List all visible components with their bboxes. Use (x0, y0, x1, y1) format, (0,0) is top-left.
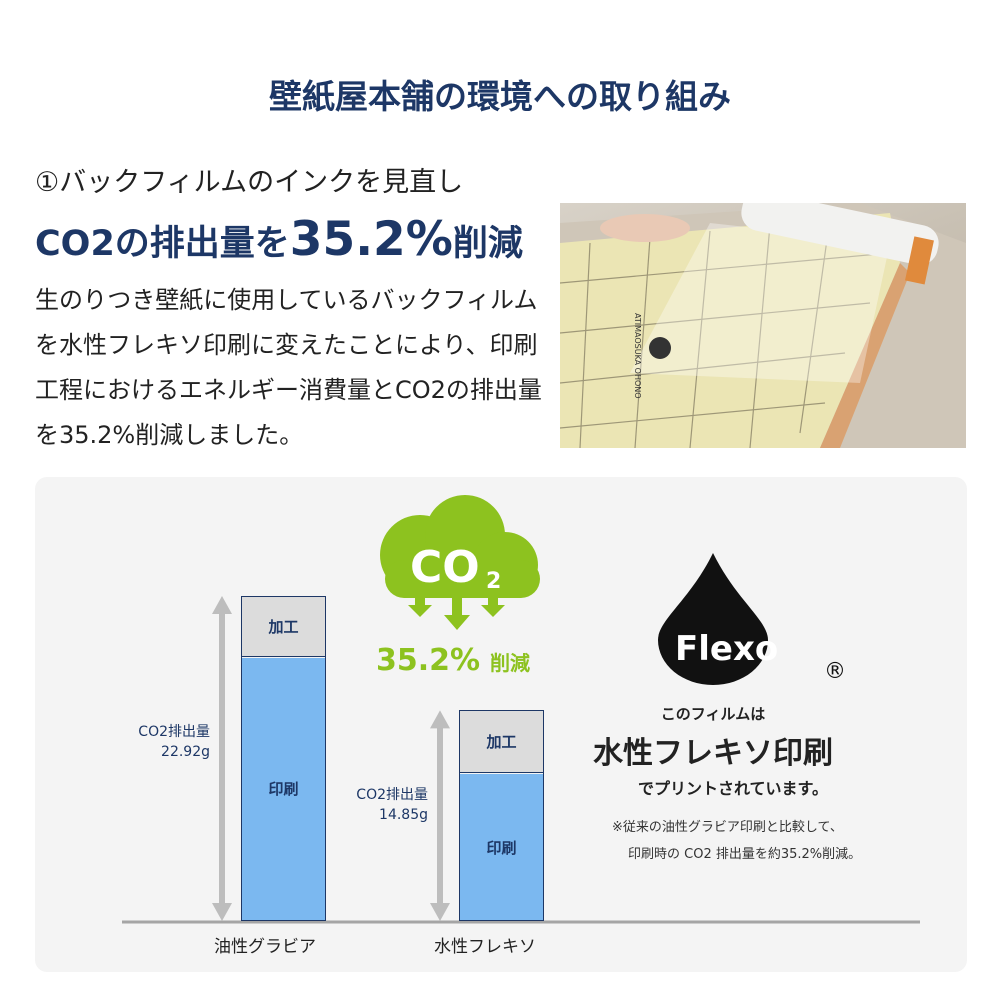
segment-insatsu: 印刷 (242, 657, 325, 920)
segment-kako: 加工 (242, 596, 325, 657)
height-arrow-1 (430, 710, 450, 921)
co2-label: CO (410, 542, 480, 593)
page-title: 壁紙屋本舗の環境への取り組み (269, 77, 731, 116)
description: 生のりつき壁紙に使用しているバックフィルムを水性フレキソ印刷に変えたことにより、… (35, 286, 542, 449)
value-label-amount: 22.92g (161, 744, 210, 761)
segment-label: 印刷 (486, 838, 517, 857)
category-label: 水性フレキソ (434, 937, 536, 957)
category-label: 油性グラビア (214, 937, 316, 957)
flexo-logo: Flexo (675, 629, 778, 669)
value-label-title: CO2排出量 (138, 724, 210, 741)
flexo-note2: 印刷時の CO2 排出量を約35.2%削減。 (628, 847, 862, 862)
reduction-suffix: 削減 (490, 651, 530, 675)
segment-label: 加工 (268, 617, 299, 636)
film-photo-illustration: ATIMAOSUKA OHONO (560, 203, 966, 448)
segment-label: 印刷 (268, 780, 299, 799)
segment-label: 加工 (486, 733, 517, 752)
ink-drop-icon (658, 553, 768, 685)
value-label-title: CO2排出量 (356, 787, 428, 804)
subheading: ①バックフィルムのインクを見直し (35, 167, 464, 198)
flexo-line1: このフィルムは (660, 705, 766, 723)
bar-1: 加工 印刷 (459, 710, 544, 921)
co2-subscript: 2 (486, 569, 501, 594)
segment-insatsu: 印刷 (460, 774, 543, 920)
bar-0: 加工 印刷 (241, 595, 326, 921)
co2-cloud-icon (380, 495, 540, 630)
flexo-line2: 水性フレキソ印刷 (593, 736, 833, 771)
reduction-percent: 35.2% (376, 643, 480, 678)
headline-post: 削減 (452, 224, 523, 264)
flexo-note1: ※従来の油性グラビア印刷と比較して、 (612, 820, 843, 835)
headline: CO2の排出量を35.2%削減 (35, 212, 523, 267)
segment-kako: 加工 (460, 711, 543, 774)
value-label: CO2排出量 22.92g (112, 722, 210, 762)
flexo-line3: でプリントされています。 (638, 779, 828, 798)
height-arrow-0 (212, 595, 232, 921)
headline-percent: 35.2% (289, 212, 453, 267)
value-label: CO2排出量 14.85g (330, 785, 428, 825)
value-label-amount: 14.85g (379, 807, 428, 824)
film-photo: ATIMAOSUKA OHONO (560, 203, 966, 448)
roll-text: ATIMAOSUKA OHONO (633, 313, 642, 399)
registered-mark: ® (824, 659, 846, 684)
headline-pre: CO2の排出量を (35, 224, 290, 264)
